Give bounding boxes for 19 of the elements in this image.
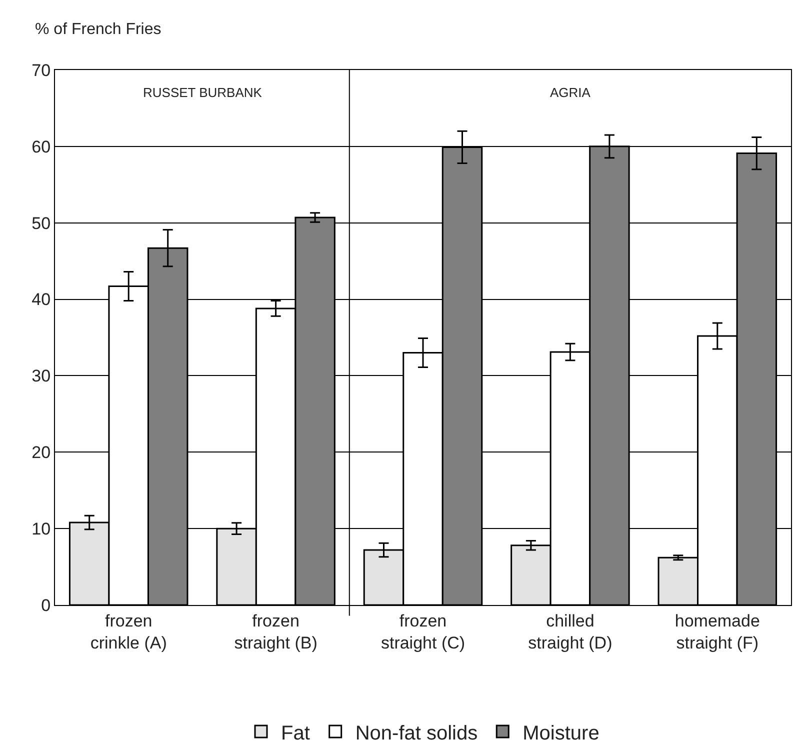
y-tick-label: 10 <box>32 520 51 539</box>
x-tick-label: frozen straight (C) <box>380 611 466 652</box>
y-tick-label: 60 <box>32 137 51 156</box>
annotation: RUSSET BURBANK <box>143 85 262 100</box>
y-tick-label: 30 <box>32 366 51 386</box>
y-tick-label: 70 <box>32 60 51 80</box>
y-tick-label: 40 <box>32 290 51 310</box>
x-tick-label: frozen straight (B) <box>234 611 318 652</box>
y-tick-label: 0 <box>41 596 51 615</box>
annotation: AGRIA <box>550 85 591 100</box>
x-tick-label: frozen crinkle (A) <box>90 611 167 652</box>
y-tick-label: 20 <box>32 443 51 462</box>
y-tick-label: 50 <box>32 214 51 233</box>
legend-label: Non-fat solids <box>355 722 478 744</box>
x-tick-label: chilled straight (D) <box>528 611 612 652</box>
y-axis-title: % of French Fries <box>35 21 162 38</box>
legend-label: Moisture <box>522 722 600 744</box>
x-tick-label: homemade straight (F) <box>674 611 760 652</box>
legend-label: Fat <box>281 722 310 744</box>
